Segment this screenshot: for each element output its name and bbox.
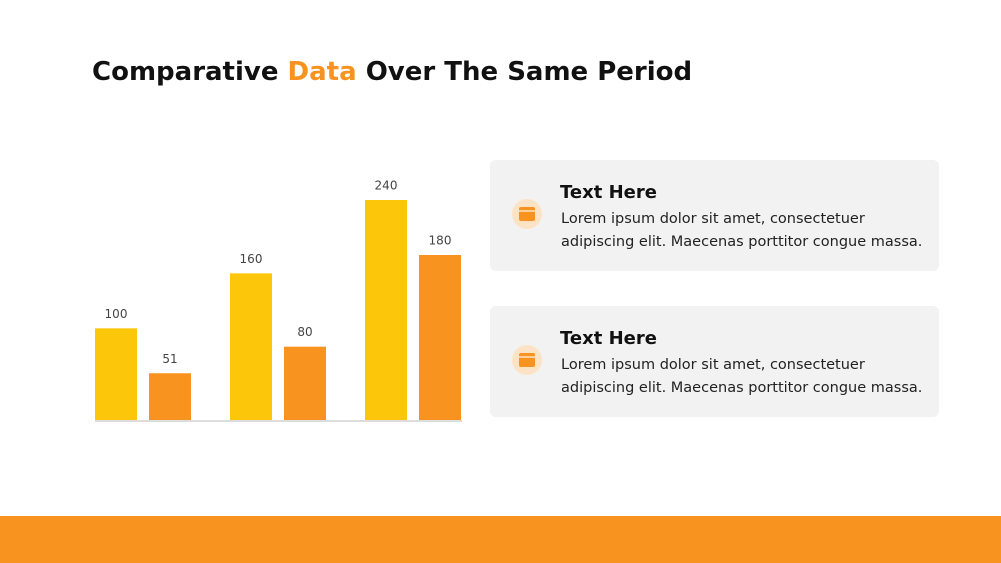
bar: [95, 328, 137, 420]
data-label: 160: [240, 252, 263, 266]
data-label: 80: [297, 325, 312, 339]
card-text: Lorem ipsum dolor sit amet, consectetuer: [561, 211, 865, 227]
card-text: adipiscing elit. Maecenas porttitor cong…: [561, 234, 922, 250]
bar: [419, 255, 461, 420]
bar: [149, 373, 191, 420]
data-label: 180: [429, 234, 452, 248]
card-heading: Text Here: [560, 328, 657, 349]
icon: [519, 353, 535, 367]
cards: Text Here Lorem ipsum dolor sit amet, con…: [490, 160, 939, 417]
data-label: 51: [162, 352, 177, 366]
card-heading: Text Here: [560, 182, 657, 203]
card-text: adipiscing elit. Maecenas porttitor cong…: [561, 380, 922, 396]
footer-band: [0, 516, 1001, 563]
title-highlight: Data: [288, 57, 357, 87]
data-label: 240: [375, 179, 398, 193]
bar: [230, 273, 272, 420]
bar: [365, 200, 407, 420]
card: [490, 160, 939, 271]
slide-title: Comparative Data Over The Same Period: [92, 57, 692, 87]
title-part: Over The Same Period: [357, 57, 693, 87]
bar: [284, 346, 326, 420]
title-part: Comparative: [92, 57, 288, 87]
card-text: Lorem ipsum dolor sit amet, consectetuer: [561, 357, 865, 373]
icon: [519, 207, 535, 221]
card: [490, 306, 939, 417]
data-label: 100: [105, 307, 128, 321]
